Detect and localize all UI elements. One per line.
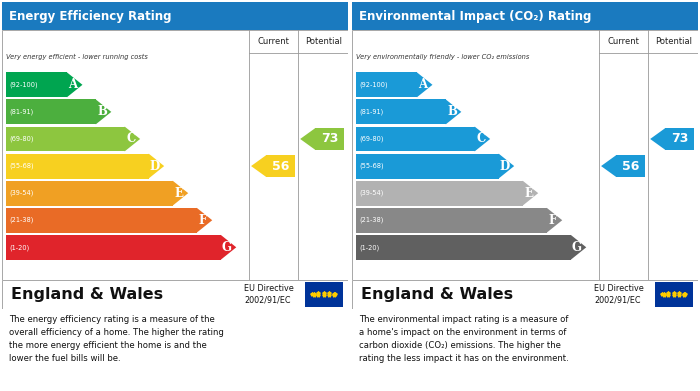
Text: (1-20): (1-20) <box>9 244 29 251</box>
Bar <box>266 155 295 177</box>
Text: 73: 73 <box>671 133 689 145</box>
Bar <box>6 154 148 179</box>
Text: Potential: Potential <box>304 37 342 46</box>
Bar <box>616 155 645 177</box>
Bar <box>356 72 417 97</box>
Bar <box>6 72 67 97</box>
Bar <box>356 181 523 206</box>
Text: B: B <box>447 106 457 118</box>
Text: The environmental impact rating is a measure of
a home's impact on the environme: The environmental impact rating is a mea… <box>359 315 569 363</box>
Text: The energy efficiency rating is a measure of the
overall efficiency of a home. T: The energy efficiency rating is a measur… <box>9 315 224 363</box>
Text: F: F <box>199 214 207 227</box>
Polygon shape <box>173 181 188 206</box>
Bar <box>654 282 693 307</box>
Polygon shape <box>251 155 266 177</box>
Text: F: F <box>549 214 557 227</box>
Bar <box>356 127 475 151</box>
Text: (55-68): (55-68) <box>9 163 34 169</box>
Bar <box>316 128 344 150</box>
Polygon shape <box>148 154 164 179</box>
Text: Not energy efficient - higher running costs: Not energy efficient - higher running co… <box>6 253 148 260</box>
Text: 56: 56 <box>622 160 639 172</box>
Text: G: G <box>222 241 232 254</box>
Text: (21-38): (21-38) <box>359 217 384 224</box>
Text: Very environmentally friendly - lower CO₂ emissions: Very environmentally friendly - lower CO… <box>356 54 529 60</box>
Text: EU Directive
2002/91/EC: EU Directive 2002/91/EC <box>244 284 294 305</box>
Text: Environmental Impact (CO₂) Rating: Environmental Impact (CO₂) Rating <box>359 9 592 23</box>
Text: (55-68): (55-68) <box>359 163 384 169</box>
Text: (81-91): (81-91) <box>359 109 384 115</box>
Text: E: E <box>524 187 533 200</box>
Text: G: G <box>572 241 582 254</box>
Text: (69-80): (69-80) <box>9 136 34 142</box>
Text: A: A <box>69 78 78 91</box>
Text: Energy Efficiency Rating: Energy Efficiency Rating <box>9 9 171 23</box>
Text: (81-91): (81-91) <box>9 109 34 115</box>
Polygon shape <box>650 128 666 150</box>
Bar <box>666 128 694 150</box>
Text: (21-38): (21-38) <box>9 217 34 224</box>
Bar <box>6 208 197 233</box>
Text: (92-100): (92-100) <box>359 82 388 88</box>
Text: E: E <box>174 187 183 200</box>
Bar <box>6 235 220 260</box>
Text: (39-54): (39-54) <box>9 190 34 196</box>
Text: D: D <box>500 160 510 172</box>
Text: 56: 56 <box>272 160 289 172</box>
Text: B: B <box>97 106 107 118</box>
Text: (69-80): (69-80) <box>359 136 384 142</box>
Text: Not environmentally friendly - higher CO₂ emissions: Not environmentally friendly - higher CO… <box>356 253 529 260</box>
Polygon shape <box>475 127 490 151</box>
Bar <box>6 181 173 206</box>
Text: (39-54): (39-54) <box>359 190 384 196</box>
Text: (1-20): (1-20) <box>359 244 379 251</box>
Bar <box>356 154 498 179</box>
Bar <box>356 99 446 124</box>
Polygon shape <box>67 72 83 97</box>
Bar <box>356 208 547 233</box>
Bar <box>6 99 96 124</box>
Polygon shape <box>220 235 237 260</box>
Polygon shape <box>300 128 316 150</box>
Polygon shape <box>523 181 538 206</box>
Text: (92-100): (92-100) <box>9 82 38 88</box>
Text: Current: Current <box>258 37 290 46</box>
Text: Potential: Potential <box>654 37 692 46</box>
Text: 73: 73 <box>321 133 339 145</box>
Polygon shape <box>446 99 461 124</box>
Polygon shape <box>125 127 140 151</box>
Polygon shape <box>601 155 616 177</box>
Text: D: D <box>150 160 160 172</box>
Text: England & Wales: England & Wales <box>360 287 513 302</box>
Text: Very energy efficient - lower running costs: Very energy efficient - lower running co… <box>6 54 148 60</box>
Bar <box>356 235 570 260</box>
Polygon shape <box>417 72 433 97</box>
Text: C: C <box>476 133 486 145</box>
Text: Current: Current <box>608 37 640 46</box>
Bar <box>304 282 343 307</box>
Polygon shape <box>547 208 562 233</box>
Text: A: A <box>419 78 428 91</box>
Polygon shape <box>96 99 111 124</box>
Bar <box>6 127 125 151</box>
Polygon shape <box>498 154 514 179</box>
Text: C: C <box>126 133 136 145</box>
Polygon shape <box>570 235 587 260</box>
Polygon shape <box>197 208 212 233</box>
Text: EU Directive
2002/91/EC: EU Directive 2002/91/EC <box>594 284 644 305</box>
Text: England & Wales: England & Wales <box>10 287 163 302</box>
